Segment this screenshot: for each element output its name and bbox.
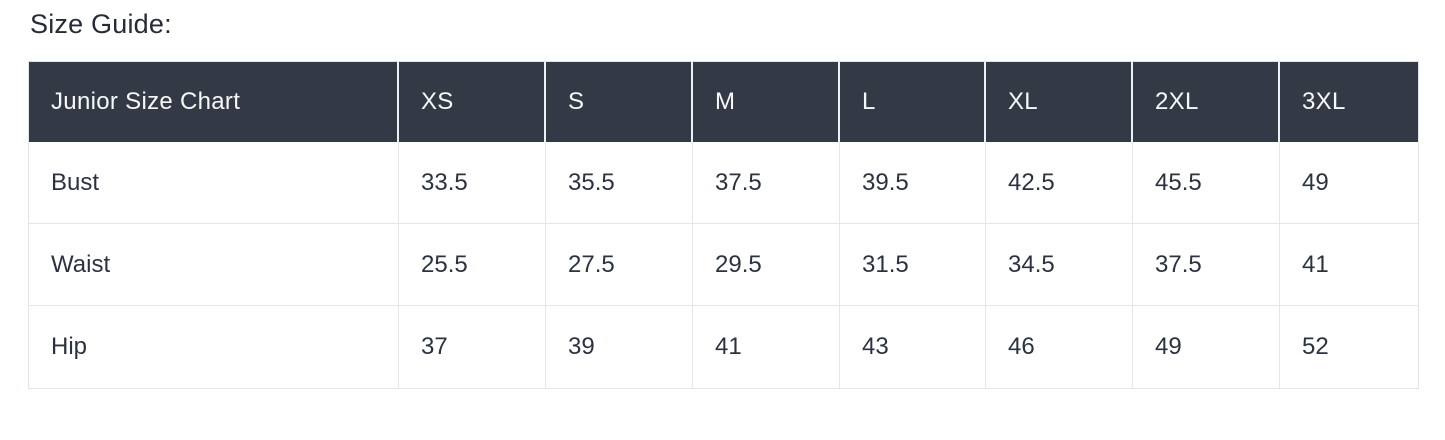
waist-xl: 34.5 [986,224,1133,307]
table-header-size-xs: XS [399,62,546,143]
bust-s: 35.5 [546,142,693,225]
hip-xs: 37 [399,306,546,389]
waist-s: 27.5 [546,224,693,307]
row-label-waist: Waist [29,224,399,307]
waist-l: 31.5 [840,224,986,307]
table-header-size-m: M [693,62,840,143]
junior-size-chart-table: Junior Size Chart XS S M L XL 2XL 3XL Bu… [28,61,1419,390]
table-header-size-3xl: 3XL [1280,62,1418,143]
bust-l: 39.5 [840,142,986,225]
table-header-title: Junior Size Chart [29,62,399,143]
waist-2xl: 37.5 [1133,224,1280,307]
hip-3xl: 52 [1280,306,1418,389]
row-label-hip: Hip [29,306,399,389]
hip-m: 41 [693,306,840,389]
row-label-bust: Bust [29,142,399,225]
table-row-bust: Bust 33.5 35.5 37.5 39.5 42.5 45.5 49 [29,142,1418,225]
table-header-size-l: L [840,62,986,143]
hip-xl: 46 [986,306,1133,389]
waist-xs: 25.5 [399,224,546,307]
waist-3xl: 41 [1280,224,1418,307]
hip-l: 43 [840,306,986,389]
bust-m: 37.5 [693,142,840,225]
bust-xs: 33.5 [399,142,546,225]
hip-2xl: 49 [1133,306,1280,389]
hip-s: 39 [546,306,693,389]
bust-2xl: 45.5 [1133,142,1280,225]
table-header-row: Junior Size Chart XS S M L XL 2XL 3XL [29,62,1418,143]
table-header-size-2xl: 2XL [1133,62,1280,143]
page-title: Size Guide: [30,9,172,39]
table-header-size-s: S [546,62,693,143]
table-row-hip: Hip 37 39 41 43 46 49 52 [29,306,1418,389]
table-row-waist: Waist 25.5 27.5 29.5 31.5 34.5 37.5 41 [29,224,1418,307]
table-header-size-xl: XL [986,62,1133,143]
bust-xl: 42.5 [986,142,1133,225]
waist-m: 29.5 [693,224,840,307]
bust-3xl: 49 [1280,142,1418,225]
